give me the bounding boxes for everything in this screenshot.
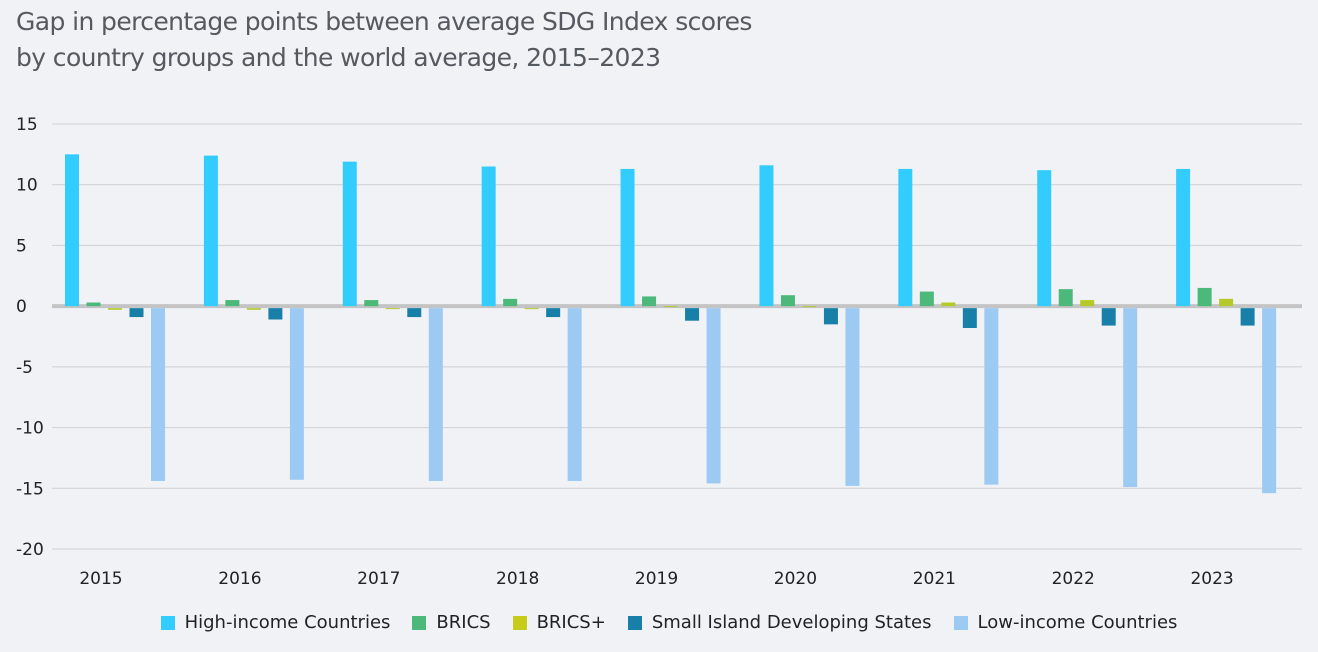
legend-swatch	[512, 615, 527, 630]
bar-brics-2021	[919, 291, 934, 307]
legend-label: High-income Countries	[184, 612, 391, 633]
legend-swatch	[160, 615, 175, 630]
x-tick-label: 2015	[79, 569, 122, 589]
legend-swatch	[412, 615, 427, 630]
bar-brics--2018	[524, 308, 539, 310]
bar-brics-2019	[642, 296, 657, 307]
bar-high-income-countries-2017	[342, 161, 357, 307]
bar-small-island-developing-states-2021	[962, 308, 977, 328]
bar-brics--2016	[246, 308, 261, 310]
y-tick-label: -10	[16, 419, 44, 439]
bar-low-income-countries-2023	[1262, 308, 1277, 494]
bar-brics--2015	[108, 308, 122, 310]
x-tick-label: 2017	[357, 569, 400, 589]
x-tick-label: 2019	[635, 569, 678, 589]
bar-brics--2021	[941, 302, 956, 307]
bar-low-income-countries-2018	[567, 308, 582, 481]
x-tick-label: 2021	[913, 569, 956, 589]
bar-brics-2018	[503, 298, 518, 307]
x-tick-label: 2016	[218, 569, 261, 589]
x-tick-label: 2023	[1190, 569, 1233, 589]
bar-small-island-developing-states-2016	[268, 308, 283, 320]
bar-small-island-developing-states-2019	[685, 308, 700, 321]
y-tick-label: 0	[16, 297, 27, 317]
bar-low-income-countries-2019	[706, 308, 721, 484]
bar-small-island-developing-states-2023	[1240, 308, 1255, 326]
legend-item: High-income Countries	[160, 612, 391, 633]
legend-label: Low-income Countries	[977, 612, 1178, 633]
legend-item: BRICS+	[512, 612, 606, 633]
legend-item: Small Island Developing States	[627, 612, 932, 633]
bar-brics--2023	[1219, 298, 1234, 307]
bar-high-income-countries-2018	[481, 166, 496, 307]
bar-high-income-countries-2015	[65, 154, 79, 307]
bar-high-income-countries-2022	[1037, 170, 1052, 307]
bar-small-island-developing-states-2017	[407, 308, 422, 318]
bar-low-income-countries-2021	[984, 308, 999, 485]
x-tick-label: 2018	[496, 569, 539, 589]
bar-brics--2022	[1080, 300, 1095, 307]
legend-label: BRICS+	[536, 612, 606, 633]
bar-low-income-countries-2020	[845, 308, 860, 486]
legend-item: BRICS	[412, 612, 491, 633]
y-tick-label: -15	[16, 479, 44, 499]
bar-brics-2017	[364, 300, 379, 307]
y-tick-label: 10	[16, 176, 38, 196]
legend-label: BRICS	[436, 612, 491, 633]
bar-small-island-developing-states-2018	[546, 308, 561, 318]
bar-brics-2016	[225, 300, 240, 307]
bar-brics-2023	[1197, 287, 1212, 307]
bar-small-island-developing-states-2015	[129, 308, 144, 318]
bar-small-island-developing-states-2020	[823, 308, 838, 325]
bar-brics-2020	[780, 295, 795, 307]
legend: High-income Countries BRICS BRICS+ Small Is…	[0, 612, 1318, 633]
bar-small-island-developing-states-2022	[1101, 308, 1116, 326]
y-tick-label: 5	[16, 236, 27, 256]
bar-low-income-countries-2017	[428, 308, 443, 481]
bar-brics--2017	[385, 308, 400, 310]
x-tick-label: 2020	[774, 569, 817, 589]
bar-brics--2020	[802, 306, 817, 308]
bar-brics--2019	[663, 306, 678, 308]
bar-low-income-countries-2016	[289, 308, 304, 480]
y-tick-label: 15	[16, 115, 38, 135]
y-tick-label: -5	[16, 358, 33, 378]
bar-brics-2015	[86, 302, 101, 307]
bar-low-income-countries-2022	[1123, 308, 1138, 488]
legend-swatch	[627, 615, 642, 630]
bar-high-income-countries-2016	[203, 155, 218, 307]
bar-low-income-countries-2015	[151, 308, 165, 481]
chart-title: Gap in percentage points between average…	[16, 7, 752, 72]
legend-item: Low-income Countries	[953, 612, 1178, 633]
x-tick-label: 2022	[1052, 569, 1095, 589]
bar-brics-2022	[1058, 289, 1073, 307]
y-tick-label: -20	[16, 540, 44, 560]
legend-label: Small Island Developing States	[651, 612, 932, 633]
bar-high-income-countries-2021	[898, 168, 913, 307]
bar-high-income-countries-2020	[759, 165, 774, 307]
bar-high-income-countries-2023	[1176, 168, 1191, 307]
bar-high-income-countries-2019	[620, 168, 635, 307]
legend-swatch	[953, 615, 968, 630]
